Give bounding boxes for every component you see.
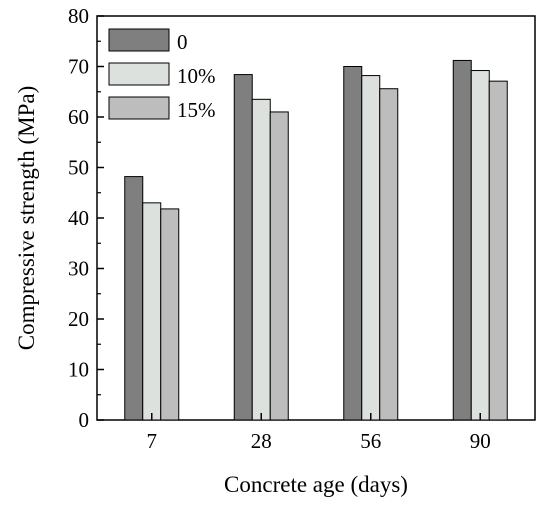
bar-28-1 — [233, 74, 253, 421]
x-tick-label: 56 — [360, 429, 381, 453]
legend-label: 15% — [177, 98, 216, 122]
bar-7-3 — [160, 208, 180, 421]
bar-56-2 — [361, 75, 381, 421]
y-tick-label: 10 — [68, 358, 89, 382]
bar-90-2 — [470, 70, 490, 421]
bar-28-3 — [269, 111, 289, 421]
y-tick-label: 30 — [68, 257, 89, 281]
y-tick-label: 60 — [68, 105, 89, 129]
y-tick-label: 80 — [68, 4, 89, 28]
legend: 0 10% 15% — [108, 28, 216, 122]
bar-28-2 — [251, 98, 271, 421]
bars-group — [124, 59, 508, 421]
y-tick-label: 40 — [68, 206, 89, 230]
y-tick-label: 20 — [68, 307, 89, 331]
legend-swatch — [108, 28, 170, 52]
legend-label: 0 — [177, 30, 188, 54]
y-tick-label: 50 — [68, 156, 89, 180]
legend-swatch — [108, 96, 170, 120]
y-tick-label: 70 — [68, 55, 89, 79]
bar-90-3 — [488, 80, 508, 421]
bar-90-1 — [452, 59, 472, 421]
legend-label: 10% — [177, 64, 216, 88]
x-tick-label: 7 — [147, 429, 158, 453]
x-axis: 7 28 56 90 — [147, 413, 491, 453]
legend-swatch — [108, 62, 170, 86]
bar-7-2 — [142, 202, 162, 421]
x-axis-title: Concrete age (days) — [224, 472, 408, 497]
bar-7-1 — [124, 176, 144, 421]
bar-56-3 — [379, 88, 399, 421]
x-tick-label: 28 — [251, 429, 272, 453]
y-axis-title: Compressive strength (MPa) — [14, 86, 39, 350]
y-axis: 0 10 20 30 40 50 60 70 80 — [68, 4, 104, 432]
x-tick-label: 90 — [470, 429, 491, 453]
y-tick-label: 0 — [79, 408, 90, 432]
bar-56-1 — [343, 66, 363, 421]
